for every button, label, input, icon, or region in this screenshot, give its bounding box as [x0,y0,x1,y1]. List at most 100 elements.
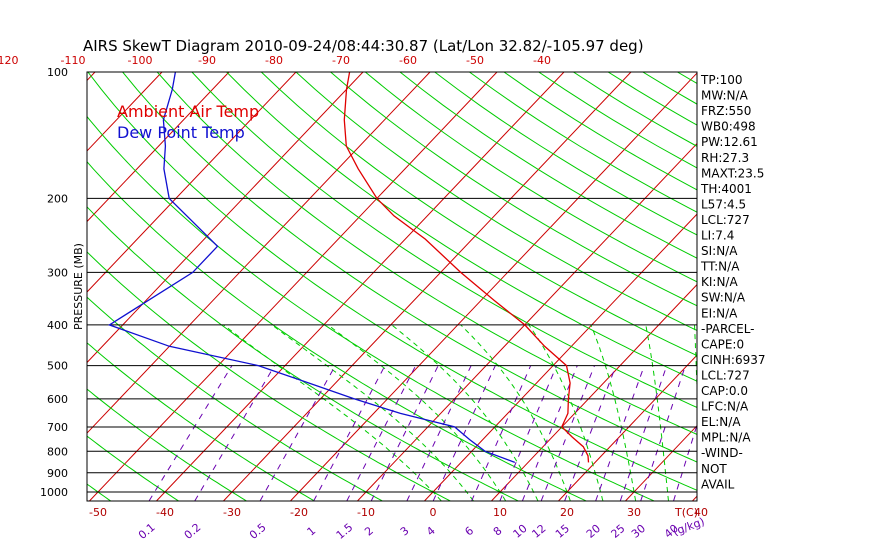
index-label: EL:N/A [701,415,741,429]
isotherm-line [760,72,870,501]
index-label: AVAIL [701,477,735,491]
isotherm-line [0,72,28,501]
pressure-tick-label: 1000 [40,486,68,499]
mixing-ratio-label: 0.5 [247,521,269,542]
temp-tick-label-top: -90 [198,54,216,67]
index-label: EI:N/A [701,306,738,320]
moist-adiabat-line [528,324,604,501]
legend-ambient: Ambient Air Temp [117,102,259,121]
dry-adiabat-line [87,72,697,491]
isotherm-line [625,424,697,501]
index-label: LI:7.4 [701,229,734,243]
pressure-tick-label: 800 [47,445,68,458]
index-label: FRZ:550 [701,104,751,118]
mixing-ratio-label: 8 [491,524,505,538]
pressure-tick-label: 900 [47,467,68,480]
mixing-ratio-label: 1.5 [334,521,356,542]
dry-adiabat-line [364,72,697,283]
moist-adiabat-line [271,324,474,501]
temp-tick-label-bottom: 30 [627,506,641,519]
index-label: SW:N/A [701,291,746,305]
moist-adiabat-line [223,324,442,501]
index-label: MAXT:23.5 [701,166,764,180]
pressure-tick-label: 600 [47,393,68,406]
pressure-tick-label: 500 [47,360,68,373]
dry-adiabat-line [87,483,111,501]
temp-tick-label-bottom: -50 [89,506,107,519]
moist-adiabat-line [645,324,669,501]
dry-adiabat-line [469,72,697,213]
index-label: TT:N/A [700,260,740,274]
index-label: LFC:N/A [701,400,749,414]
mixing-ratio-label: 0.1 [136,521,158,542]
index-label: KI:N/A [701,275,738,289]
isotherm-line [87,72,297,293]
dry-adiabat-line [87,296,383,501]
dry-adiabat-line [87,161,587,501]
temp-tick-label-top: -110 [61,54,86,67]
mixing-ratio-line [370,365,439,501]
isotherm-line [156,72,565,501]
pressure-tick-label: 100 [47,66,68,79]
index-label: -PARCEL- [701,322,755,336]
temp-tick-label-bottom: -10 [357,506,375,519]
dry-adiabat-line [851,72,870,501]
profile-traces [107,72,590,464]
isotherm-line [87,72,163,152]
dry-adiabat-line [87,435,179,501]
temp-tick-label-top: -60 [399,54,417,67]
temp-tick-label-bottom: 10 [493,506,507,519]
temp-tick-label-bottom: 0 [430,506,437,519]
moist-adiabat-line [590,324,637,501]
mixing-ratio-line [406,365,472,501]
dry-adiabat-line [782,72,870,501]
temp-tick-label-top: -120 [0,54,18,67]
moist-adiabat-line [391,324,539,501]
mixing-ratio-line [640,365,686,501]
dry-adiabat-line [87,388,247,501]
dry-adiabat-line [434,72,697,236]
dry-adiabat-line [156,72,697,435]
index-label: CINH:6937 [701,353,766,367]
temp-tick-label-bottom: 20 [560,506,574,519]
mixing-ratio-label: 12 [529,522,548,541]
legend-dewpoint: Dew Point Temp [117,123,245,142]
mixing-ratio-line [564,365,617,501]
dry-adiabat-line [87,342,315,501]
mixing-ratio-label: 1 [305,524,319,538]
mixing-ratio-line [521,365,578,501]
temp-tick-label-top: -100 [128,54,153,67]
temp-tick-label-top: -50 [466,54,484,67]
grid-lines [0,72,870,501]
mixing-ratio-line [595,365,645,501]
isotherm-line [87,72,230,223]
temp-tick-label-bottom: 40 [694,506,708,519]
mixing-ratio-label: 2 [362,524,376,538]
pressure-tick-label: 400 [47,319,68,332]
isotherm-line [424,213,697,501]
mixing-ratio-line [194,365,275,501]
pressure-tick-label: 200 [47,192,68,205]
dry-adiabat-line [747,72,870,501]
isotherm-line [89,72,498,501]
isotherm-line [491,283,697,501]
axis-labels: -50-40-30-20-10010203040T(C)-120-110-100… [0,54,708,542]
index-label: LCL:727 [701,368,750,382]
dry-adiabat-line [260,72,697,357]
mixing-ratio-label: 15 [553,522,572,541]
isobar-lines: 100 200 300 400 500 600 700 800 900 1000 [40,66,697,499]
dry-adiabat-line [399,72,697,259]
dry-adiabat-line [191,72,697,409]
mixing-ratio-line [148,365,233,501]
index-label: LCL:727 [701,213,750,227]
mixing-ratio-label: 10 [511,522,530,541]
isotherm-line [87,72,364,364]
index-label: NOT [701,462,727,476]
mixing-ratio-line [471,365,532,501]
index-label: WB0:498 [701,120,756,134]
isotherm-line [290,72,697,501]
dry-adiabat-line [122,72,697,463]
mixing-ratio-label: 20 [584,522,603,541]
index-label: L57:4.5 [701,197,746,211]
